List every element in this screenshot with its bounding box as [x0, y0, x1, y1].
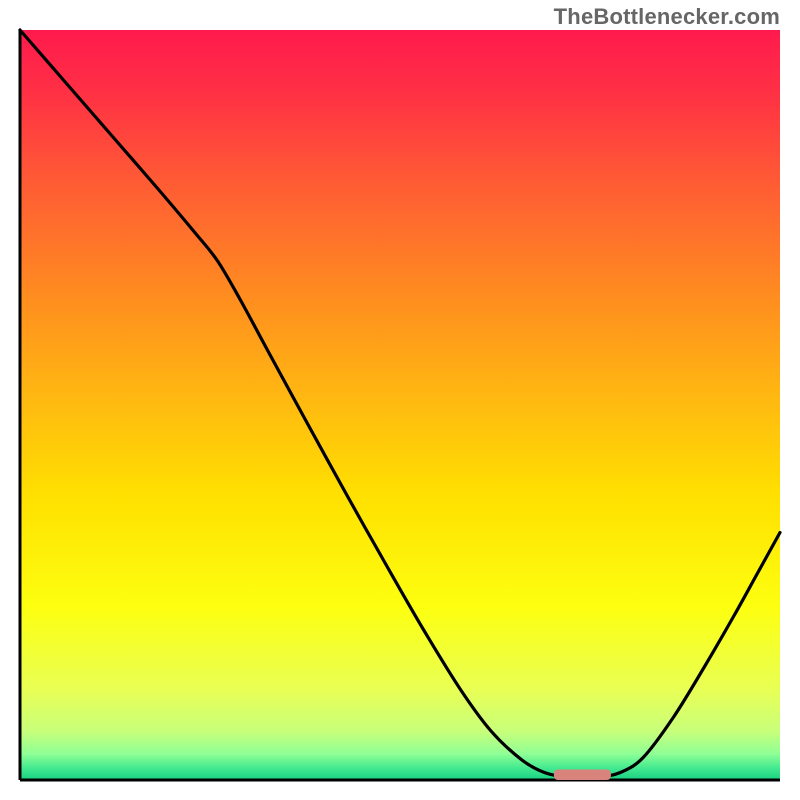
chart-container: TheBottlenecker.com [0, 0, 800, 800]
plot-background [20, 30, 780, 780]
watermark-text: TheBottlenecker.com [554, 4, 780, 30]
optimal-marker [554, 770, 611, 781]
bottleneck-curve-chart [0, 0, 800, 800]
